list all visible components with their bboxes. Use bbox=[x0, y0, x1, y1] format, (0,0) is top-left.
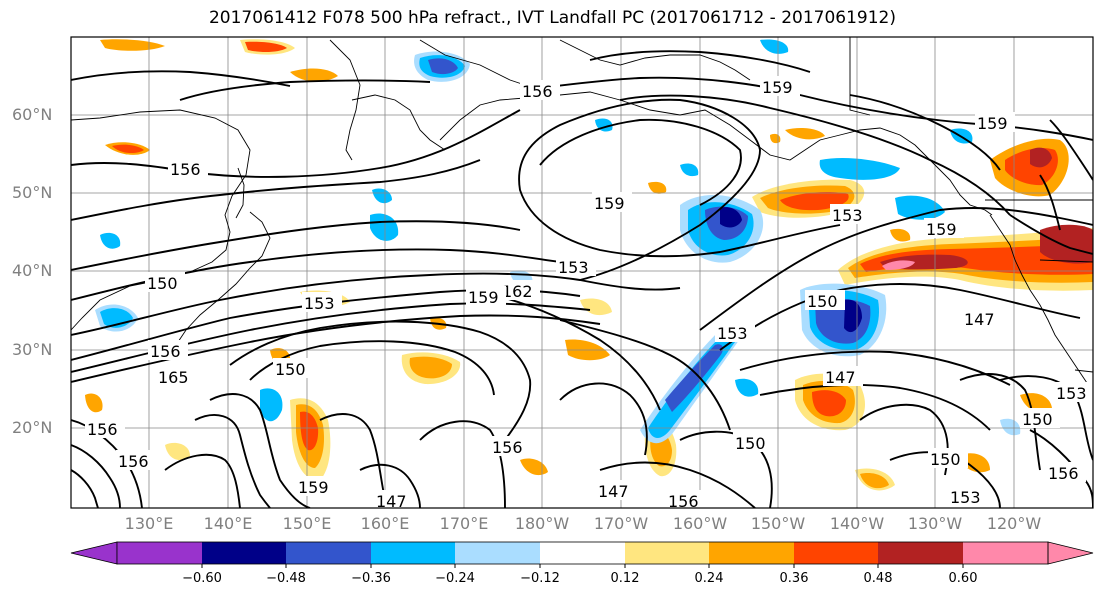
map-frame bbox=[70, 36, 1094, 509]
contour-label: 165 bbox=[158, 368, 189, 387]
colorbar-tick-label: −0.24 bbox=[435, 571, 475, 586]
contour-label: 159 bbox=[926, 220, 957, 239]
colorbar-tick-label: 0.24 bbox=[694, 571, 724, 586]
contour-label: 156 bbox=[118, 452, 149, 471]
colorbar-segment bbox=[202, 542, 286, 564]
contour-label: 150 bbox=[930, 450, 961, 469]
contour-label: 153 bbox=[717, 324, 748, 343]
colorbar-segment bbox=[878, 542, 963, 564]
contour-label: 147 bbox=[598, 482, 629, 501]
contour-label: 153 bbox=[950, 488, 981, 507]
contour-label: 147 bbox=[825, 368, 856, 387]
contour-label: 156 bbox=[170, 160, 201, 179]
contour-label: 150 bbox=[807, 292, 838, 311]
colorbar-tick-label: 0.36 bbox=[779, 571, 809, 586]
contour-label: 159 bbox=[298, 478, 329, 497]
contour-label: 150 bbox=[1022, 410, 1053, 429]
contour-label: 153 bbox=[304, 294, 335, 313]
contour-label: 159 bbox=[977, 114, 1008, 133]
colorbar-tick-label: −0.60 bbox=[182, 571, 222, 586]
lon-label: 150°E bbox=[282, 514, 332, 533]
lon-label: 150°W bbox=[750, 514, 806, 533]
lat-label: 30°N bbox=[12, 340, 53, 359]
lat-label: 60°N bbox=[12, 105, 53, 124]
colorbar-segment bbox=[540, 542, 625, 564]
contour-labels: 156 159 156 159 159 153 159 150 153 162 … bbox=[85, 76, 1093, 511]
colorbar-tick-label: 0.48 bbox=[863, 571, 893, 586]
contour-label: 156 bbox=[668, 492, 699, 511]
lon-label: 180°W bbox=[514, 514, 570, 533]
colorbar-segment bbox=[371, 542, 455, 564]
colorbar-frame bbox=[116, 541, 1049, 565]
colorbar-segment bbox=[709, 542, 794, 564]
colorbar-segment bbox=[286, 542, 371, 564]
colorbar-tick-label: 0.12 bbox=[610, 571, 640, 586]
contour-label: 159 bbox=[762, 78, 793, 97]
colorbar-tick-label: −0.36 bbox=[351, 571, 391, 586]
colorbar-segment bbox=[963, 542, 1048, 564]
contour-label: 159 bbox=[468, 288, 499, 307]
lon-label: 170°W bbox=[593, 514, 649, 533]
contour-label: 159 bbox=[594, 194, 625, 213]
contour-label: 153 bbox=[1056, 384, 1087, 403]
lon-label: 130°E bbox=[124, 514, 174, 533]
colorbar-high-extension bbox=[1047, 541, 1094, 565]
lon-label: 160°E bbox=[360, 514, 410, 533]
contour-label: 147 bbox=[376, 492, 407, 511]
contour-label: 156 bbox=[522, 82, 553, 101]
colorbar-segment bbox=[455, 542, 540, 564]
map-plot-area: 156 159 156 159 159 153 159 150 153 162 … bbox=[71, 37, 1093, 511]
contour-label: 156 bbox=[492, 438, 523, 457]
contour-label: 150 bbox=[735, 434, 766, 453]
colorbar-low-extension bbox=[70, 541, 118, 565]
contour-label: 156 bbox=[150, 342, 181, 361]
lon-label: 140°E bbox=[203, 514, 253, 533]
contour-label: 150 bbox=[275, 360, 306, 379]
lon-label: 140°W bbox=[829, 514, 885, 533]
colorbar-tick-label: 0.60 bbox=[948, 571, 978, 586]
colorbar-tick-label: −0.48 bbox=[266, 571, 306, 586]
colorbar bbox=[70, 541, 1094, 568]
lon-label: 120°W bbox=[986, 514, 1042, 533]
contour-label: 150 bbox=[147, 274, 178, 293]
lat-label: 50°N bbox=[12, 183, 53, 202]
contour-label: 156 bbox=[87, 420, 118, 439]
lon-label: 130°W bbox=[907, 514, 963, 533]
contour-label: 162 bbox=[502, 282, 533, 301]
contour-label: 153 bbox=[558, 258, 589, 277]
lat-label: 20°N bbox=[12, 418, 53, 437]
map-title: 2017061412 F078 500 hPa refract., IVT La… bbox=[208, 8, 896, 28]
colorbar-segment bbox=[794, 542, 878, 564]
lon-label: 160°W bbox=[672, 514, 728, 533]
lon-label: 170°E bbox=[439, 514, 489, 533]
colorbar-tick-label: −0.12 bbox=[520, 571, 560, 586]
lat-label: 40°N bbox=[12, 261, 53, 280]
contour-label: 156 bbox=[1048, 464, 1079, 483]
colorbar-segment bbox=[625, 542, 709, 564]
colorbar-segment bbox=[117, 542, 202, 564]
contour-label: 147 bbox=[964, 310, 995, 329]
negative-anomaly-shading bbox=[95, 39, 1021, 444]
graticule bbox=[71, 37, 1093, 508]
contour-label: 153 bbox=[832, 206, 863, 225]
